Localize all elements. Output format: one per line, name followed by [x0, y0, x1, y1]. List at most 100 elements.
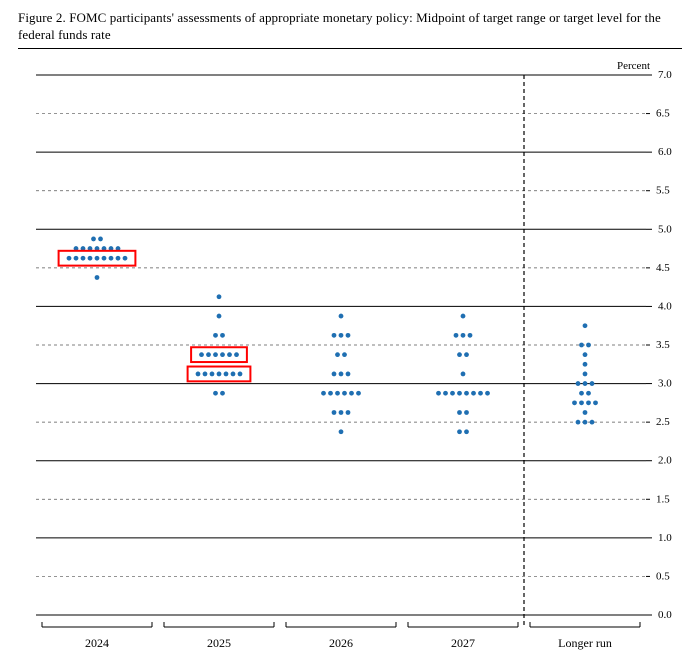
ytick-label: 4.5: [656, 262, 670, 274]
dot: [332, 333, 337, 338]
dot: [576, 420, 581, 425]
x-category-label: 2025: [207, 636, 231, 650]
dot: [457, 410, 462, 415]
dot: [356, 391, 361, 396]
ytick-label: 1.0: [658, 532, 672, 544]
ytick-label: 5.5: [656, 184, 670, 196]
dot: [461, 333, 466, 338]
dot: [346, 371, 351, 376]
dot: [583, 362, 588, 367]
ytick-label: 4.0: [658, 300, 672, 312]
dot: [339, 410, 344, 415]
dot: [443, 391, 448, 396]
dot: [583, 323, 588, 328]
dot: [74, 256, 79, 261]
ytick-label: 0.5: [656, 570, 670, 582]
dot: [590, 420, 595, 425]
ytick-label: 1.5: [656, 493, 670, 505]
dot: [346, 333, 351, 338]
title-rule: [18, 48, 682, 49]
x-category-label: 2027: [451, 636, 475, 650]
dot: [593, 400, 598, 405]
dot: [586, 342, 591, 347]
dot: [349, 391, 354, 396]
dot: [583, 352, 588, 357]
chart-svg: Percent 0.0 0.5 1.0 1.5 2.0 2.5 3.0 3.5 4.0 4.5 5.0…: [18, 55, 682, 655]
dot: [67, 256, 72, 261]
dot: [224, 371, 229, 376]
dot: [227, 352, 232, 357]
dot: [485, 391, 490, 396]
dot: [579, 391, 584, 396]
dotplot-chart: Percent 0.0 0.5 1.0 1.5 2.0 2.5 3.0 3.5 4.0 4.5 5.0…: [18, 55, 682, 655]
ytick-label: 0.0: [658, 609, 672, 621]
dot: [98, 236, 103, 241]
dot: [332, 371, 337, 376]
dot: [217, 294, 222, 299]
dot: [109, 256, 114, 261]
dot: [238, 371, 243, 376]
dot: [220, 391, 225, 396]
dot: [210, 371, 215, 376]
dot: [342, 352, 347, 357]
dot: [335, 352, 340, 357]
dot: [572, 400, 577, 405]
dot: [464, 410, 469, 415]
dot: [196, 371, 201, 376]
x-category-label: 2024: [85, 636, 109, 650]
dot: [213, 333, 218, 338]
dot: [583, 410, 588, 415]
dot: [464, 429, 469, 434]
dot: [457, 429, 462, 434]
dot: [436, 391, 441, 396]
x-category-label: 2026: [329, 636, 353, 650]
dot: [91, 236, 96, 241]
ytick-label: 2.0: [658, 454, 672, 466]
figure-title: Figure 2. FOMC participants' assessments…: [18, 10, 682, 44]
dot: [586, 391, 591, 396]
dot: [123, 256, 128, 261]
dot: [220, 352, 225, 357]
x-category-label: Longer run: [558, 636, 612, 650]
dot: [576, 381, 581, 386]
ytick-label: 2.5: [656, 416, 670, 428]
y-axis-unit-label: Percent: [617, 60, 650, 72]
dot: [95, 275, 100, 280]
dot: [213, 352, 218, 357]
dot: [464, 391, 469, 396]
dot: [468, 333, 473, 338]
dot: [339, 313, 344, 318]
dot: [461, 313, 466, 318]
dot: [346, 410, 351, 415]
ytick-label: 3.5: [656, 339, 670, 351]
ytick-label: 5.0: [658, 223, 672, 235]
page-root: Figure 2. FOMC participants' assessments…: [0, 0, 700, 669]
ytick-label: 6.0: [658, 146, 672, 158]
dot: [234, 352, 239, 357]
ytick-label: 7.0: [658, 69, 672, 81]
dot: [213, 391, 218, 396]
dot: [321, 391, 326, 396]
dot: [454, 333, 459, 338]
dot: [217, 371, 222, 376]
dot: [461, 371, 466, 376]
dot: [203, 371, 208, 376]
ytick-label: 6.5: [656, 107, 670, 119]
dot: [231, 371, 236, 376]
dot: [217, 313, 222, 318]
dot: [339, 429, 344, 434]
dot: [81, 256, 86, 261]
dot: [464, 352, 469, 357]
dot: [583, 420, 588, 425]
dot: [579, 342, 584, 347]
dot: [583, 381, 588, 386]
dot: [342, 391, 347, 396]
dot: [206, 352, 211, 357]
dot: [457, 391, 462, 396]
dot: [332, 410, 337, 415]
dot: [220, 333, 225, 338]
ytick-label: 3.0: [658, 377, 672, 389]
dot: [88, 256, 93, 261]
dot: [95, 256, 100, 261]
dot: [579, 400, 584, 405]
